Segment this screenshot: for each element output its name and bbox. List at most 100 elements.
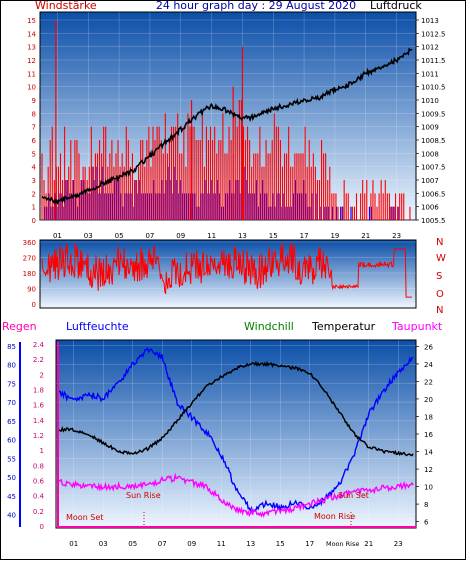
panel3-time-tick-label: 05	[128, 540, 137, 548]
rain-tick-label: 0.4	[33, 493, 45, 501]
humidity-tick-label: 45	[7, 493, 16, 501]
panel1-time-tick-label: 19	[330, 232, 339, 240]
wind-speed-tick-label: 0	[32, 217, 36, 225]
pressure-tick-label: 1008.5	[421, 137, 446, 145]
panel1-time-tick-label: 05	[115, 232, 124, 240]
humidity-label: Luftfeuchte	[66, 320, 129, 333]
panel3-grid	[56, 340, 416, 528]
wind-speed-tick-label: 15	[27, 17, 36, 25]
panel1-time-tick-label: 01	[53, 232, 62, 240]
compass-letter: O	[436, 289, 444, 300]
wind-speed-tick-label: 1	[32, 204, 36, 212]
humidity-tick-label: 60	[7, 437, 16, 445]
temperature-series	[58, 360, 414, 457]
panel3-time-tick-label: 09	[187, 540, 196, 548]
windchill-label: Windchill	[244, 320, 294, 333]
humidity-tick-label: 75	[7, 380, 16, 388]
compass-letter: W	[436, 253, 446, 264]
humidity-series	[58, 347, 414, 514]
pressure-tick-label: 1008	[421, 150, 439, 158]
sun-rise-annotation: Sun Rise	[126, 491, 161, 500]
wind-direction-tick-label: 180	[23, 270, 36, 278]
pressure-axis: 1005.5 1006 1006.5 1007 1007.5 1008 1008.5 1009…	[416, 17, 446, 225]
wind-speed-tick-label: 6	[32, 137, 37, 145]
temperature-tick-label: 18	[424, 413, 433, 421]
wind-speed-tick-label: 12	[27, 57, 36, 65]
temperature-tick-label: 20	[424, 396, 433, 404]
temperature-tick-label: 26	[424, 343, 433, 351]
humidity-tick-label: 55	[7, 455, 16, 463]
pressure-tick-label: 1012	[421, 44, 439, 52]
rain-tick-label: 0.8	[33, 462, 44, 470]
panel3-time-tick-label: 03	[99, 540, 108, 548]
wind-direction-tick-label: 0	[32, 301, 36, 309]
pressure-tick-label: 1006.5	[421, 190, 446, 198]
rain-tick-label: 0.2	[33, 508, 44, 516]
panel1-time-tick-label: 11	[207, 232, 216, 240]
panel3-time-axis: 01 03 05 07 09 11 13 15 17 Moon Rise 21 23	[69, 540, 402, 548]
humidity-tick-label: 70	[7, 399, 16, 407]
panel3-time-tick-label: 13	[246, 540, 255, 548]
panel3-time-tick-label: 23	[394, 540, 403, 548]
wind-speed-tick-label: 10	[27, 84, 36, 92]
wind-speed-tick-label: 13	[27, 44, 36, 52]
pressure-tick-label: 1007.5	[421, 164, 446, 172]
panel1-time-tick-label: 23	[392, 232, 401, 240]
pressure-tick-label: 1006	[421, 204, 439, 212]
compass-letter: N	[436, 237, 443, 248]
panel1-time-tick-label: 21	[361, 232, 370, 240]
panel3-time-tick-label: 11	[217, 540, 226, 548]
temperature-tick-label: 16	[424, 431, 433, 439]
pressure-tick-label: 1011.5	[421, 57, 446, 65]
panel3-time-tick-label: 01	[69, 540, 78, 548]
temperature-label: Temperatur	[311, 320, 376, 333]
rain-label: Regen	[2, 320, 37, 333]
pressure-tick-label: 1007	[421, 177, 439, 185]
compass-letter: S	[436, 271, 442, 282]
humidity-tick-label: 80	[7, 362, 16, 370]
panel1-time-tick-label: 03	[84, 232, 93, 240]
panel3-time-tick-label: 07	[158, 540, 167, 548]
rain-axis: 0 0.2 0.4 0.6 0.8 1 1.2 1.4 1.6 1.8 2 2.2 2.4	[33, 341, 45, 531]
humidity-tick-label: 65	[7, 418, 16, 426]
pressure-tick-label: 1005.5	[421, 217, 446, 225]
panel3-background	[55, 339, 417, 529]
temperature-tick-label: 8	[424, 501, 428, 509]
panel1-time-tick-label: 13	[238, 232, 247, 240]
pressure-tick-label: 1011	[421, 70, 439, 78]
pressure-label: Luftdruck	[370, 0, 422, 12]
moon-rise-annotation: Moon Rise	[314, 512, 355, 521]
rain-tick-label: 2.4	[33, 341, 45, 349]
wind-speed-tick-label: 7	[32, 124, 36, 132]
rain-tick-label: 1	[40, 447, 44, 455]
wind-speed-tick-label: 5	[32, 150, 36, 158]
wind-gust-series	[44, 166, 399, 220]
temperature-humidity-panel: 0 0.2 0.4 0.6 0.8 1 1.2 1.4 1.6 1.8 2 2.2 2.4 40 45 50…	[7, 339, 433, 548]
temperature-axis: 6 8 10 12 14 16 18 20 22 24 26	[416, 343, 433, 527]
temperature-tick-label: 6	[424, 519, 429, 527]
panel3-time-tick-label: 21	[364, 540, 373, 548]
sun-set-annotation: Sun Set	[338, 491, 369, 500]
wind-direction-tick-label: 360	[23, 239, 36, 247]
pressure-tick-label: 1012.5	[421, 30, 446, 38]
moon-set-annotation: Moon Set	[66, 513, 103, 522]
wind-direction-tick-label: 270	[23, 255, 36, 263]
humidity-tick-label: 40	[7, 512, 16, 520]
rain-tick-label: 1.8	[33, 387, 44, 395]
panel1-time-tick-label: 07	[145, 232, 154, 240]
wind-speed-tick-label: 14	[27, 30, 36, 38]
pressure-tick-label: 1009.5	[421, 110, 446, 118]
pressure-series	[41, 47, 413, 206]
compass-letter: N	[436, 305, 443, 316]
wind-speed-tick-label: 4	[32, 164, 37, 172]
rain-tick-label: 1.2	[33, 432, 44, 440]
wind-speed-tick-label: 8	[32, 110, 36, 118]
wind-direction-series	[41, 242, 412, 298]
dewpoint-label: Taupunkt	[391, 320, 443, 333]
wind-direction-line	[41, 242, 412, 298]
wind-speed-series	[41, 20, 411, 220]
